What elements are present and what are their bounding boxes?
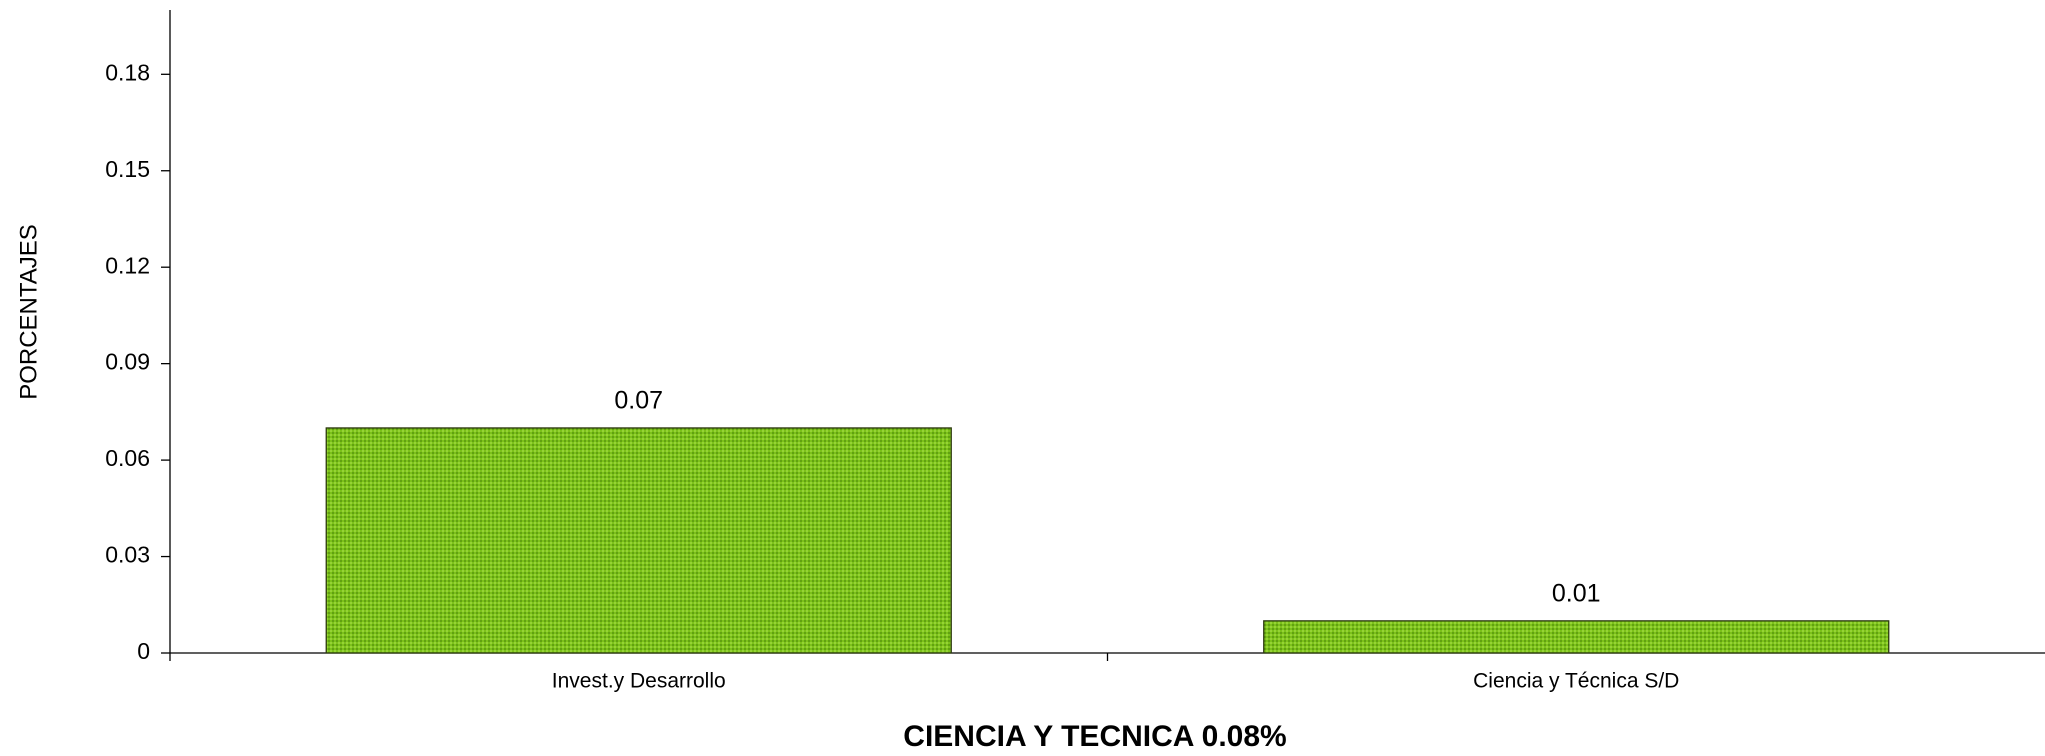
bar bbox=[325, 427, 952, 654]
x-tick-label: Ciencia y Técnica S/D bbox=[1473, 670, 1679, 693]
y-tick-label: 0.06 bbox=[105, 445, 150, 471]
y-tick-label: 0.03 bbox=[105, 542, 150, 568]
bar bbox=[1263, 620, 1890, 654]
chart-title: CIENCIA Y TECNICA 0.08% bbox=[903, 720, 1286, 753]
y-tick-label: 0.12 bbox=[105, 252, 150, 278]
value-label: 0.01 bbox=[1552, 579, 1601, 607]
y-axis-label: PORCENTAJES bbox=[15, 224, 42, 400]
value-label: 0.07 bbox=[614, 387, 663, 415]
y-tick-label: 0.18 bbox=[105, 59, 150, 85]
y-tick-label: 0 bbox=[137, 638, 150, 664]
y-tick-label: 0.09 bbox=[105, 349, 150, 375]
x-tick-label: Invest.y Desarrollo bbox=[552, 670, 726, 693]
y-tick-label: 0.15 bbox=[105, 156, 150, 182]
